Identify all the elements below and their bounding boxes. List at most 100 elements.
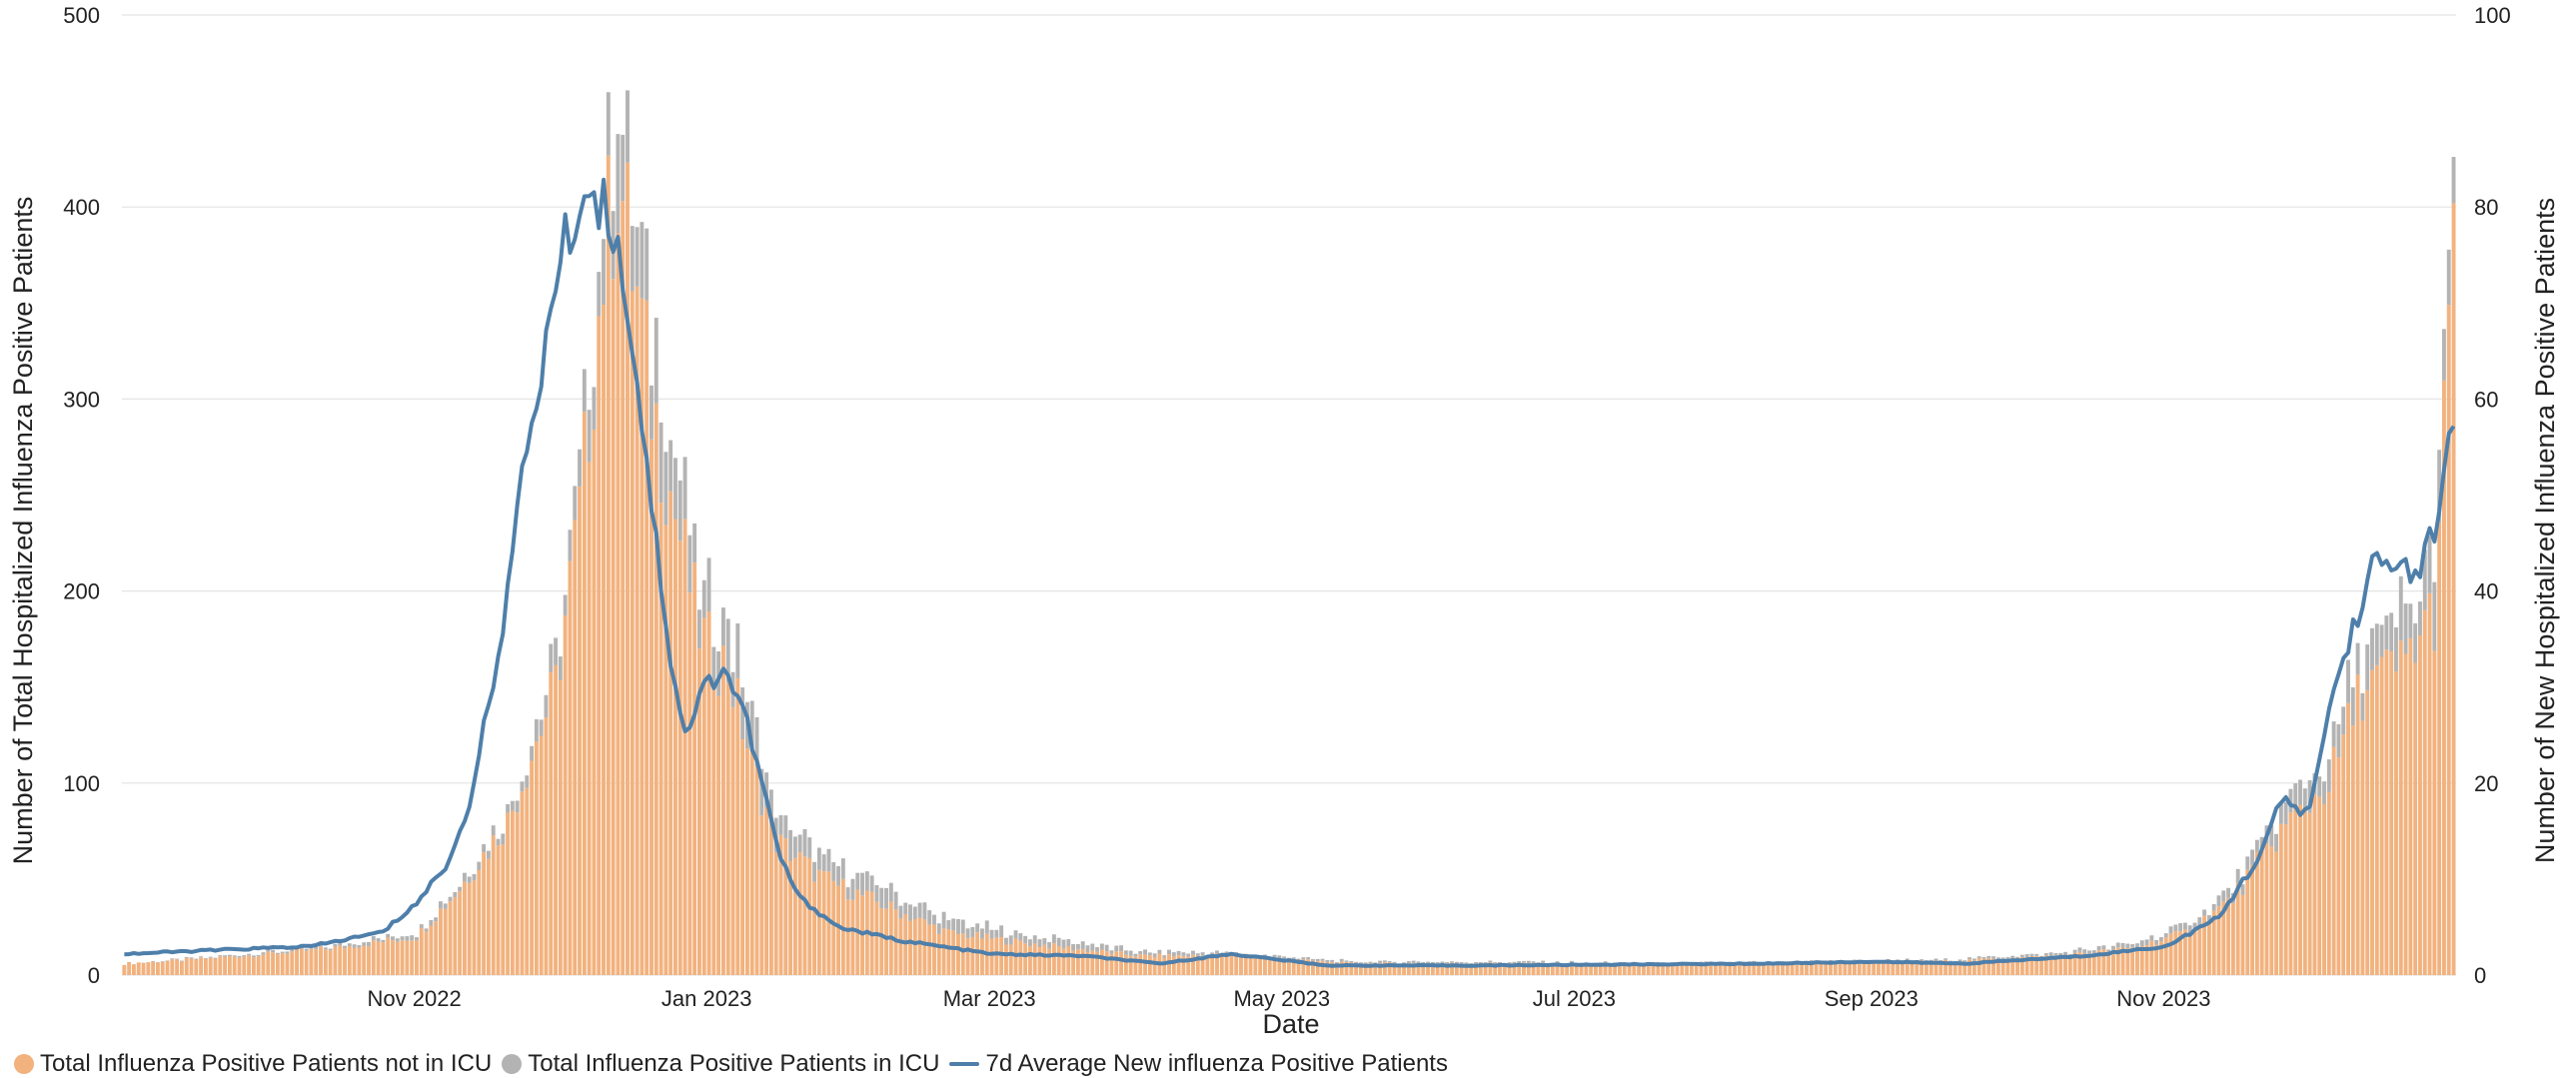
bar-not-in-icu — [1186, 956, 1191, 975]
bar-not-in-icu — [2202, 915, 2207, 975]
bar-not-in-icu — [640, 298, 644, 976]
bar-not-in-icu — [898, 918, 903, 975]
bar-in-icu — [1195, 953, 1200, 956]
bar-not-in-icu — [1670, 965, 1675, 975]
bar-in-icu — [462, 872, 467, 882]
bar-in-icu — [2216, 895, 2221, 907]
bar-not-in-icu — [635, 286, 640, 975]
bar-not-in-icu — [1680, 965, 1685, 975]
bar-not-in-icu — [720, 645, 725, 975]
bar-not-in-icu — [275, 954, 280, 975]
bar-not-in-icu — [1402, 964, 1407, 975]
bar-in-icu — [486, 850, 491, 859]
bar-not-in-icu — [280, 953, 285, 975]
bar-not-in-icu — [1253, 958, 1258, 975]
bar-not-in-icu — [927, 924, 932, 975]
bar-not-in-icu — [2058, 955, 2063, 975]
bar-in-icu — [400, 936, 405, 941]
bar-in-icu — [510, 800, 515, 811]
influenza-chart: 0 100 200 300 400 500 0 20 40 60 80 100 Nov 2022 Ja… — [8, 3, 2560, 1039]
bar-in-icu — [2149, 935, 2154, 941]
bar-in-icu — [232, 955, 237, 957]
bar-not-in-icu — [1661, 964, 1666, 975]
bar-in-icu — [1421, 961, 1426, 965]
bar-not-in-icu — [1728, 963, 1733, 975]
bar-in-icu — [367, 941, 371, 947]
bars-not-in-icu — [122, 155, 2456, 976]
bar-not-in-icu — [826, 871, 831, 975]
avg-line — [124, 177, 2456, 968]
bar-in-icu — [223, 955, 228, 957]
y-right-tick-label: 40 — [2474, 579, 2498, 604]
bar-not-in-icu — [1397, 964, 1402, 975]
bar-in-icu — [826, 848, 831, 872]
bar-not-in-icu — [1085, 951, 1090, 975]
bar-not-in-icu — [1200, 955, 1205, 975]
bar-not-in-icu — [965, 938, 970, 975]
bar-not-in-icu — [1325, 962, 1330, 975]
legend-swatch-icu — [502, 1054, 523, 1074]
bar-in-icu — [1080, 941, 1085, 949]
y-right-tick-label: 80 — [2474, 195, 2498, 220]
y-left-tick-label: 0 — [88, 963, 100, 988]
bar-not-in-icu — [816, 869, 821, 975]
bar-not-in-icu — [208, 957, 213, 975]
bar-in-icu — [1330, 959, 1335, 962]
bar-not-in-icu — [2111, 949, 2115, 975]
bar-in-icu — [1128, 950, 1133, 956]
legend-item-icu[interactable]: Total Influenza Positive Patients in ICU — [502, 1050, 939, 1078]
bar-not-in-icu — [1976, 957, 1981, 975]
bar-not-in-icu — [136, 962, 141, 975]
bar-in-icu — [371, 936, 376, 941]
legend-item-not-icu[interactable]: Total Influenza Positive Patients not in… — [14, 1050, 492, 1078]
bar-in-icu — [2072, 949, 2077, 953]
bar-in-icu — [544, 694, 549, 718]
y-left-tick-label: 200 — [63, 579, 100, 604]
bar-not-in-icu — [2168, 933, 2173, 975]
bar-in-icu — [275, 952, 280, 955]
bar-not-in-icu — [1967, 959, 1972, 975]
bar-not-in-icu — [1853, 961, 1857, 975]
bar-in-icu — [1464, 962, 1469, 964]
bar-not-in-icu — [1191, 954, 1195, 975]
bar-in-icu — [754, 716, 759, 767]
bar-in-icu — [606, 92, 611, 156]
bar-not-in-icu — [1306, 959, 1311, 975]
bar-in-icu — [836, 865, 841, 886]
bar-not-in-icu — [194, 959, 199, 975]
bar-not-in-icu — [477, 870, 482, 975]
bar-not-in-icu — [2000, 959, 2005, 975]
bar-not-in-icu — [131, 964, 136, 975]
bar-in-icu — [501, 833, 506, 845]
bar-not-in-icu — [362, 945, 367, 975]
bar-in-icu — [2144, 939, 2149, 946]
bar-in-icu — [2250, 849, 2255, 865]
bar-not-in-icu — [2355, 674, 2360, 975]
bar-not-in-icu — [1344, 961, 1349, 975]
bar-not-in-icu — [903, 914, 908, 975]
bar-in-icu — [673, 458, 677, 520]
bar-not-in-icu — [1243, 957, 1248, 975]
bar-in-icu — [155, 962, 160, 963]
bar-not-in-icu — [951, 930, 956, 975]
bar-not-in-icu — [754, 766, 759, 975]
bar-in-icu — [1430, 961, 1435, 965]
legend-item-avg-line[interactable]: 7d Average New influenza Positive Patien… — [949, 1050, 1448, 1078]
bar-not-in-icu — [2125, 948, 2130, 975]
bar-in-icu — [1344, 960, 1349, 962]
bar-in-icu — [597, 272, 602, 317]
bar-not-in-icu — [2154, 944, 2159, 975]
bar-not-in-icu — [1517, 963, 1522, 975]
bar-not-in-icu — [1219, 956, 1224, 975]
bar-in-icu — [2403, 603, 2408, 654]
bar-in-icu — [1368, 961, 1373, 964]
bar-not-in-icu — [2413, 662, 2418, 975]
bar-not-in-icu — [2077, 951, 2082, 975]
bar-in-icu — [2355, 642, 2360, 675]
bar-not-in-icu — [2442, 380, 2446, 975]
bars-in-icu — [127, 90, 2456, 967]
bar-not-in-icu — [884, 908, 888, 975]
bar-in-icu — [725, 618, 730, 682]
bar-in-icu — [2398, 575, 2403, 641]
bar-not-in-icu — [1181, 955, 1186, 975]
